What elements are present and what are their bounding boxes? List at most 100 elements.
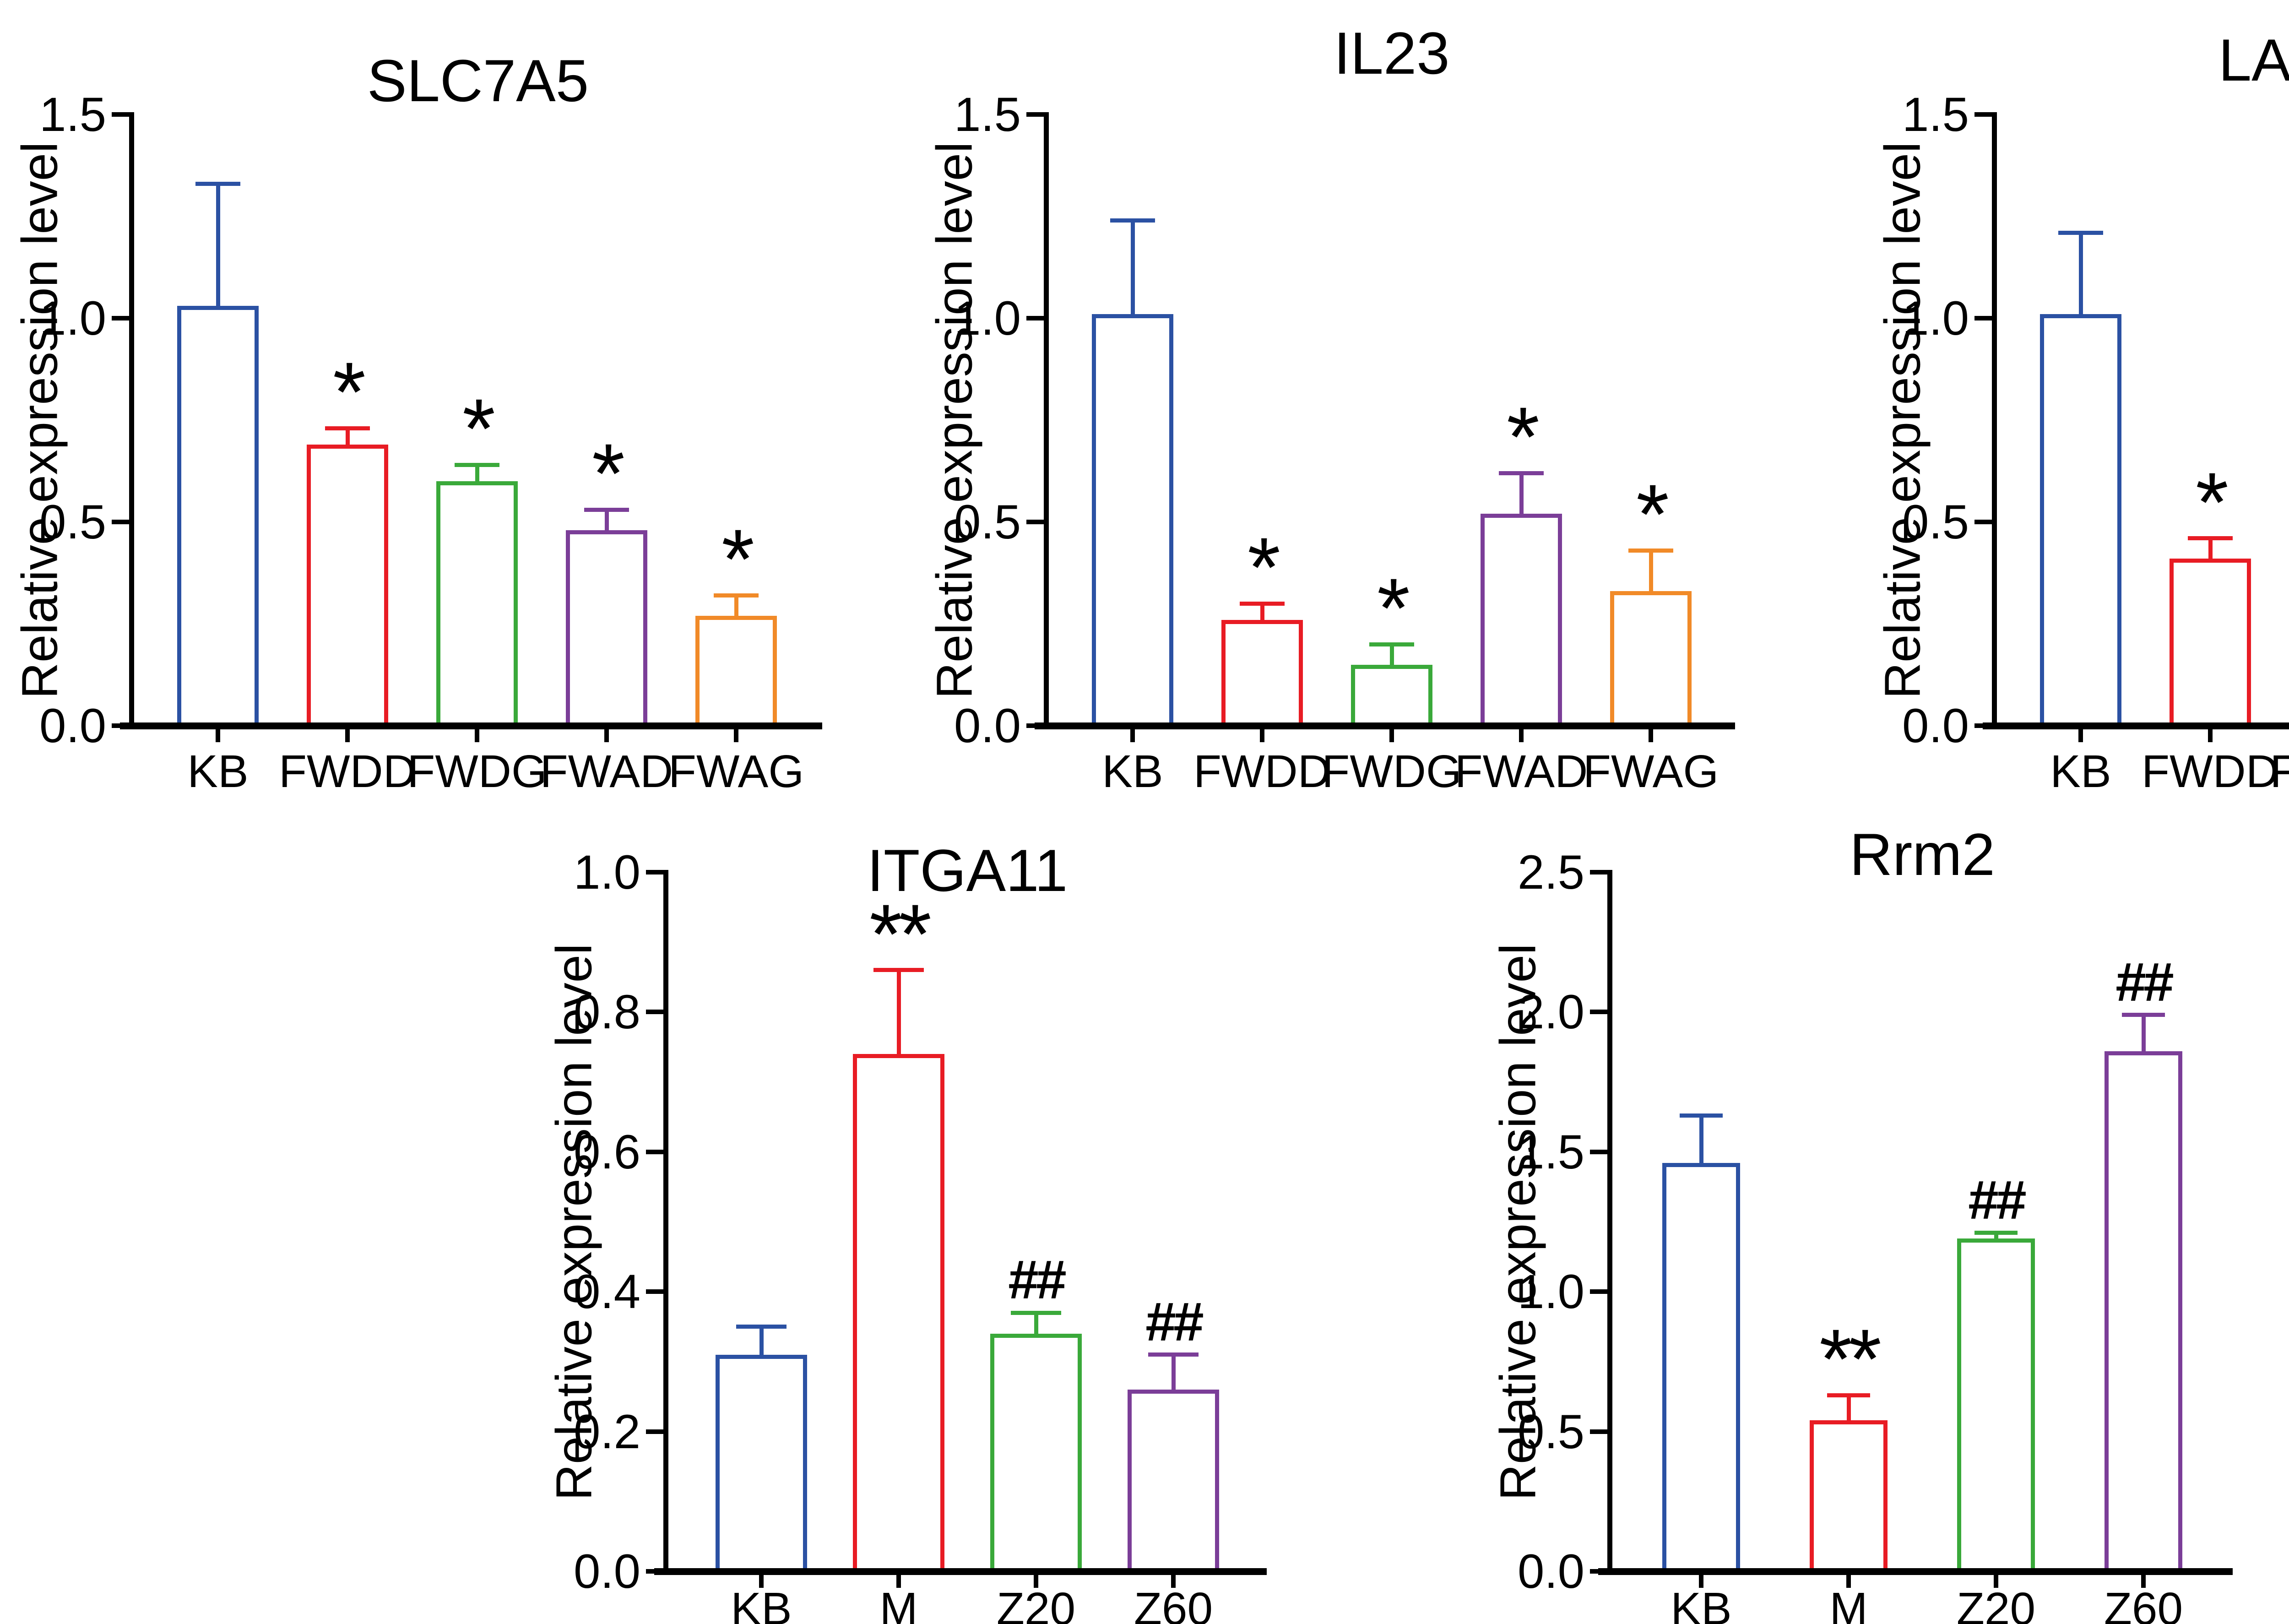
y-tick-mark: [1590, 1429, 1608, 1434]
error-bar-cap: [195, 182, 240, 186]
x-category-label: KB: [187, 746, 249, 797]
x-tick-mark: [734, 729, 738, 742]
y-tick-mark: [112, 520, 130, 524]
x-category-label: KB: [2050, 746, 2111, 797]
y-tick-label: 0.0: [954, 699, 1021, 753]
bar: [1351, 665, 1432, 728]
y-tick-mark: [1974, 316, 1993, 320]
x-tick-mark: [604, 729, 609, 742]
y-tick-mark: [1026, 723, 1045, 728]
bar: [2105, 1051, 2182, 1574]
significance-marker: ##: [1968, 1169, 2026, 1231]
y-axis-label: Relative expression level: [1490, 943, 1546, 1501]
y-tick-label: 1.5: [1902, 88, 1969, 141]
y-tick-mark: [1590, 1289, 1608, 1294]
error-bar-cap: [1369, 642, 1414, 646]
y-tick-mark: [646, 1150, 664, 1154]
chart-title: ITGA11: [867, 837, 1068, 904]
chart-title: SLC7A5: [367, 47, 589, 114]
bar: [566, 530, 647, 728]
y-axis-line: [1992, 112, 1997, 729]
y-tick-mark: [646, 1569, 664, 1574]
x-tick-mark: [1519, 729, 1524, 742]
x-tick-mark: [216, 729, 220, 742]
y-axis-label: Relative expression level: [926, 141, 983, 699]
bar: [307, 445, 388, 728]
significance-marker: *: [1377, 561, 1410, 656]
error-bar-cap: [1974, 1231, 2018, 1235]
bar: [2170, 559, 2251, 728]
bar: [1128, 1390, 1219, 1574]
y-tick-label: 2.5: [1518, 846, 1584, 899]
x-tick-mark: [1260, 729, 1264, 742]
chart-title: LAMTOR: [2218, 27, 2289, 93]
x-tick-mark: [1389, 729, 1394, 742]
x-tick-mark: [475, 729, 479, 742]
y-tick-label: 0.8: [574, 985, 640, 1039]
error-bar: [1994, 1233, 1998, 1238]
error-bar-cap: [1240, 602, 1285, 606]
error-bar-cap: [1680, 1113, 1723, 1118]
y-tick-mark: [1974, 112, 1993, 117]
significance-marker: *: [592, 427, 625, 521]
significance-marker: ##: [2115, 951, 2174, 1013]
y-tick-label: 1.5: [39, 88, 106, 141]
x-tick-mark: [1034, 1575, 1038, 1588]
x-tick-mark: [1130, 729, 1135, 742]
error-bar-cap: [2188, 536, 2233, 540]
y-tick-label: 0.0: [1518, 1545, 1584, 1598]
y-tick-label: 2.0: [1518, 985, 1584, 1039]
significance-marker: *: [721, 512, 754, 607]
significance-marker: *: [2196, 456, 2229, 550]
y-tick-mark: [1026, 316, 1045, 320]
y-tick-mark: [646, 1429, 664, 1434]
y-tick-label: 1.0: [574, 846, 640, 899]
x-category-label: Z20: [1956, 1583, 2036, 1624]
y-tick-mark: [112, 112, 130, 117]
error-bar: [759, 1327, 764, 1355]
x-tick-mark: [2078, 729, 2083, 742]
y-tick-mark: [1026, 520, 1045, 524]
y-tick-mark: [1974, 520, 1993, 524]
x-tick-mark: [1649, 729, 1653, 742]
y-tick-label: 1.5: [1518, 1125, 1584, 1179]
x-category-label: FWAD: [1454, 746, 1588, 797]
error-bar: [2208, 538, 2213, 559]
y-axis-line: [129, 112, 134, 729]
error-bar-cap: [714, 593, 759, 597]
error-bar-cap: [325, 426, 370, 430]
error-bar: [1847, 1395, 1851, 1420]
y-tick-label: 0.0: [574, 1545, 640, 1598]
bar: [990, 1334, 1082, 1574]
significance-marker: *: [1248, 521, 1280, 615]
bar: [1957, 1238, 2035, 1574]
bar: [177, 306, 259, 728]
x-tick-mark: [2141, 1575, 2146, 1588]
error-bar-cap: [584, 508, 629, 512]
x-tick-mark: [896, 1575, 901, 1588]
y-tick-label: 1.0: [1518, 1265, 1584, 1319]
bar: [1092, 314, 1173, 728]
bar: [1221, 620, 1303, 728]
error-bar: [2079, 233, 2083, 314]
error-bar: [1390, 644, 1394, 665]
error-bar: [346, 428, 350, 445]
error-bar-cap: [873, 968, 924, 972]
y-tick-mark: [1590, 1010, 1608, 1014]
bar: [1662, 1163, 1740, 1574]
y-tick-label: 0.0: [1902, 699, 1969, 753]
x-category-label: FWAD: [540, 746, 673, 797]
y-tick-label: 0.5: [954, 495, 1021, 549]
error-bar-cap: [2122, 1013, 2165, 1017]
y-axis-line: [663, 870, 668, 1575]
error-bar: [734, 595, 738, 616]
y-axis-label: Relative expression level: [11, 141, 68, 699]
x-category-label: FWAG: [1583, 746, 1719, 797]
error-bar: [897, 970, 901, 1054]
x-tick-mark: [1846, 1575, 1851, 1588]
x-category-label: FWDG: [407, 746, 547, 797]
y-tick-label: 0.5: [39, 495, 106, 549]
y-tick-mark: [646, 870, 664, 874]
